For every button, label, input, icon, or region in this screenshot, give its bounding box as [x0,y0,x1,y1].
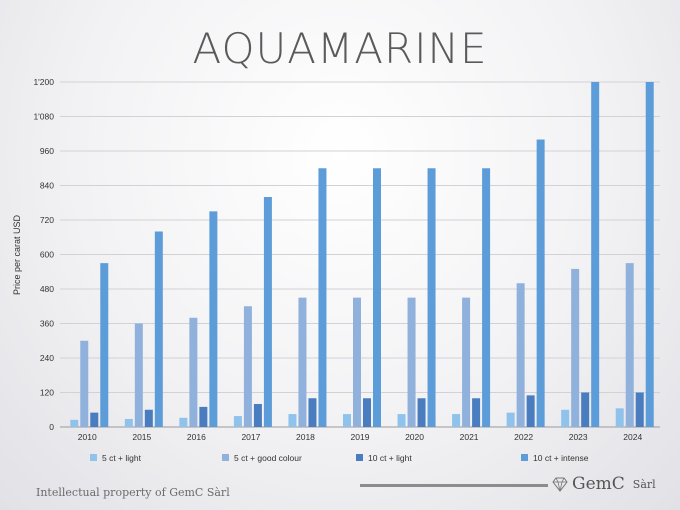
bar [288,414,297,427]
chart-legend: 5 ct + light 5 ct + good colour 10 ct + li… [90,453,589,463]
ip-notice: Intellectual property of GemC Sàrl [36,486,230,499]
legend-label: 10 ct + light [368,453,412,463]
x-tick-label: 2024 [623,432,642,442]
bar [625,263,634,427]
legend-swatch [521,454,528,461]
bar [407,297,416,427]
bar [253,404,262,427]
bar [581,392,590,427]
bar [134,323,143,427]
bar [199,406,208,427]
bar [343,414,351,427]
bar [90,412,99,427]
x-tick-label: 2023 [569,432,588,442]
y-axis-label: Price per carat USD [12,214,22,295]
legend-label: 5 ct + good colour [234,453,302,463]
y-tick-label: 1'200 [33,77,54,87]
bar [353,297,361,427]
x-tick-label: 2021 [460,432,479,442]
legend-swatch [356,454,363,461]
bar [373,168,381,427]
bar [427,168,436,427]
bar [452,414,461,427]
legend-label: 5 ct + light [102,453,142,463]
x-tick-label: 2016 [187,432,206,442]
x-tick-label: 2015 [132,432,151,442]
bar [516,283,525,427]
bar [635,392,644,427]
x-axis-ticks: 2010 2015 2016 2017 2018 2019 2020 2021 2022 2023… [78,432,643,442]
bar [615,408,624,427]
y-tick-label: 720 [40,215,54,225]
bar [417,398,426,427]
y-tick-label: 0 [49,422,54,432]
gem-icon [552,477,568,492]
x-tick-label: 2022 [514,432,533,442]
bar [263,197,272,427]
bar [397,414,406,427]
x-tick-label: 2018 [296,432,315,442]
legend-swatch [222,454,229,461]
bar [243,306,252,427]
bar [179,417,188,427]
bar [591,82,600,427]
bar [124,418,133,427]
bar [526,395,535,427]
bar [536,139,545,427]
chart-bars [70,82,654,427]
bar [571,268,580,427]
y-tick-label: 960 [40,146,54,156]
bar [462,297,471,427]
x-tick-label: 2019 [351,432,370,442]
brand-logo: GemC Sàrl [552,474,656,494]
bar [100,263,109,427]
footer-divider [360,484,548,487]
y-tick-label: 600 [40,250,54,260]
y-axis-ticks: 0 120 240 360 480 600 720 840 960 1'080 1'200 [33,77,54,432]
bar [144,409,153,427]
bar [298,297,307,427]
y-tick-label: 360 [40,319,54,329]
bar [233,416,242,427]
bar [70,419,79,427]
y-tick-label: 240 [40,353,54,363]
x-tick-label: 2017 [241,432,260,442]
legend-label: 10 ct + intense [533,453,589,463]
bar [80,340,89,427]
bar [363,398,371,427]
brand-suffix: Sàrl [632,477,656,491]
bar [506,412,515,427]
bar [645,82,654,427]
bar [482,168,491,427]
x-tick-label: 2020 [405,432,424,442]
chart-title: AQUAMARINE [192,24,488,73]
y-tick-label: 480 [40,284,54,294]
y-tick-label: 120 [40,388,54,398]
bar [318,168,327,427]
y-tick-label: 840 [40,181,54,191]
bar [308,398,317,427]
brand-name: GemC [572,474,625,494]
bar [472,398,481,427]
bar [561,409,570,427]
bar [189,317,198,427]
legend-swatch [90,454,97,461]
bar [209,211,218,427]
y-tick-label: 1'080 [33,112,54,122]
x-tick-label: 2010 [78,432,97,442]
bar [154,231,163,427]
